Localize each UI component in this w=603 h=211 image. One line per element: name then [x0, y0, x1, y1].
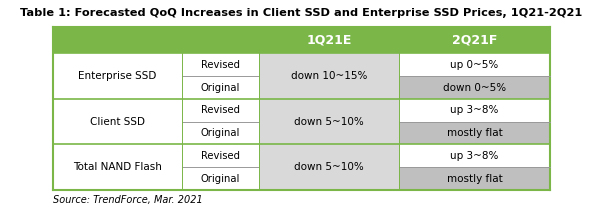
Text: Original: Original: [201, 173, 240, 184]
Bar: [52, 99, 182, 144]
Bar: [259, 144, 399, 190]
Text: down 5~10%: down 5~10%: [294, 162, 364, 172]
Text: up 0~5%: up 0~5%: [450, 60, 499, 70]
Bar: [259, 53, 399, 99]
Text: Source: TrendForce, Mar. 2021: Source: TrendForce, Mar. 2021: [52, 195, 202, 206]
Bar: [52, 144, 182, 190]
Bar: [182, 167, 259, 190]
Text: Revised: Revised: [201, 151, 240, 161]
Text: 2Q21F: 2Q21F: [452, 34, 497, 47]
Text: 1Q21E: 1Q21E: [306, 34, 352, 47]
Text: Client SSD: Client SSD: [90, 117, 145, 127]
Bar: [52, 27, 259, 53]
Bar: [399, 76, 551, 99]
Text: Enterprise SSD: Enterprise SSD: [78, 71, 156, 81]
Bar: [399, 167, 551, 190]
Bar: [259, 99, 399, 144]
Text: up 3~8%: up 3~8%: [450, 151, 499, 161]
Bar: [52, 53, 182, 99]
Text: Original: Original: [201, 83, 240, 93]
Text: Total NAND Flash: Total NAND Flash: [73, 162, 162, 172]
Text: Revised: Revised: [201, 105, 240, 115]
Bar: [182, 144, 259, 167]
Bar: [182, 99, 259, 122]
Bar: [399, 27, 551, 53]
Text: Original: Original: [201, 128, 240, 138]
Text: up 3~8%: up 3~8%: [450, 105, 499, 115]
Text: mostly flat: mostly flat: [447, 128, 502, 138]
Bar: [399, 122, 551, 144]
Bar: [399, 53, 551, 76]
Bar: [399, 144, 551, 167]
Text: down 5~10%: down 5~10%: [294, 117, 364, 127]
Bar: [399, 99, 551, 122]
Text: down 0~5%: down 0~5%: [443, 83, 506, 93]
Bar: [182, 122, 259, 144]
Text: down 10~15%: down 10~15%: [291, 71, 367, 81]
Bar: [259, 27, 399, 53]
Bar: [182, 53, 259, 76]
Text: Revised: Revised: [201, 60, 240, 70]
Bar: [182, 76, 259, 99]
Text: Table 1: Forecasted QoQ Increases in Client SSD and Enterprise SSD Prices, 1Q21-: Table 1: Forecasted QoQ Increases in Cli…: [21, 8, 582, 18]
Text: mostly flat: mostly flat: [447, 173, 502, 184]
